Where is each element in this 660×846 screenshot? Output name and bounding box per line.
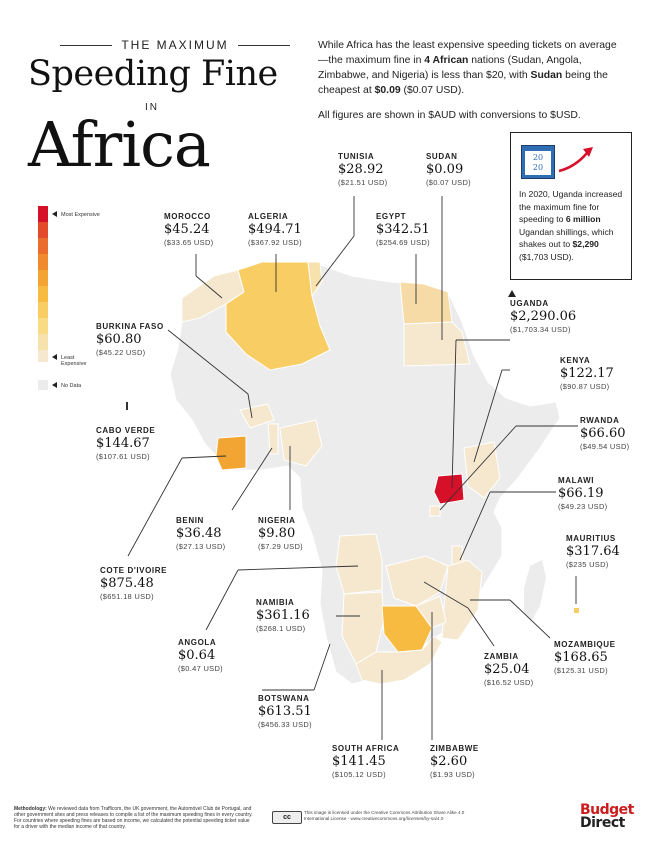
intro-paragraph-2: All figures are shown in $AUD with conve… [318,110,581,121]
methodology-note: Methodology: We reviewed data from Traff… [14,806,253,830]
title-rule-right [238,45,290,46]
title-rule-left [60,45,112,46]
country-shape-egypt [399,281,453,325]
country-shape-benin [267,423,279,455]
uganda-callout: 20 20 In 2020, Uganda increased the maxim… [510,132,632,280]
label-malawi: MALAWI $66.19 ($49.23 USD) [558,476,608,511]
label-sudan: SUDAN $0.09 ($0.07 USD) [426,152,471,187]
callout-text: In 2020, Uganda increased the maximum fi… [519,189,623,262]
label-nigeria: NIGERIA $9.80 ($7.29 USD) [258,516,303,551]
country-shape-nigeria [279,419,323,467]
country-shape-sudan [403,321,471,367]
leader-angola [205,569,239,631]
legend-least: Least Expensive [61,355,87,367]
country-shape-rwanda [429,505,441,517]
country-shape-southafrica [355,635,443,685]
country-shape-tunisia [307,261,323,298]
country-shape-cotedivoire [215,435,247,471]
country-shape-zimbabwe [415,595,447,629]
trend-up-icon [558,147,593,173]
label-zambia: ZAMBIA $25.04 ($16.52 USD) [484,652,534,687]
label-angola: ANGOLA $0.64 ($0.47 USD) [178,638,223,673]
label-mauritius: MAURITIUS $317.64 ($235 USD) [566,534,620,569]
legend-most: Most Expensive [61,212,100,218]
title-connector: IN [145,102,159,113]
label-burkina-faso: BURKINA FASO $60.80 ($45.22 USD) [96,322,164,357]
leader-lines [127,196,578,740]
label-algeria: ALGERIA $494.71 ($367.92 USD) [248,212,302,247]
label-morocco: MOROCCO $45.24 ($33.65 USD) [164,212,214,247]
label-uganda: UGANDA $2,290.06 ($1,703.34 USD) [510,299,577,334]
country-shape-angola [335,533,383,595]
intro-paragraph-1: While Africa has the least expensive spe… [318,40,617,96]
leader-zambia [467,607,495,647]
leader-mozambique [509,599,551,639]
label-cote-divoire: COTE D'IVOIRE $875.48 ($651.18 USD) [100,566,168,601]
page-title-region: Africa [28,108,211,181]
label-egypt: EGYPT $342.51 ($254.69 USD) [376,212,430,247]
label-botswana: BOTSWANA $613.51 ($456.33 USD) [258,694,312,729]
leader-burkina [167,329,249,395]
intro-text: While Africa has the least expensive spe… [318,38,628,133]
label-kenya: KENYA $122.17 ($90.87 USD) [560,356,614,391]
license-note: This image is licensed under the Creativ… [304,810,465,821]
country-shape-zambia [385,555,449,607]
brand-logo: Budget Direct [580,802,634,831]
label-benin: BENIN $36.48 ($27.13 USD) [176,516,226,551]
callout-pointer [508,290,516,297]
legend-nodata: No Data [61,383,82,389]
label-zimbabwe: ZIMBABWE $2.60 ($1.93 USD) [430,744,479,779]
page-title: Speeding Fine [28,54,278,94]
title-kicker: THE MAXIMUM [60,38,290,52]
legend-bar [38,206,57,390]
calendar-icon: 20 20 [521,145,555,179]
label-tunisia: TUNISIA $28.92 ($21.51 USD) [338,152,388,187]
leader-benin [231,447,273,511]
leader-cotedivoire [127,457,183,557]
label-cabo-verde: CABO VERDE $144.67 ($107.61 USD) [96,426,156,461]
country-shape-uganda [433,473,465,505]
label-rwanda: RWANDA $66.60 ($49.54 USD) [580,416,630,451]
country-shape-burkina [239,403,275,429]
madagascar-shape [524,560,546,620]
label-namibia: NAMIBIA $361.16 ($268.1 USD) [256,598,310,633]
label-south-africa: SOUTH AFRICA $141.45 ($105.12 USD) [332,744,400,779]
creative-commons-icon: cc [272,811,302,824]
label-mozambique: MOZAMBIQUE $168.65 ($125.31 USD) [554,640,616,675]
country-shape-caboverde [126,402,128,410]
country-shape-mauritius [574,608,579,613]
